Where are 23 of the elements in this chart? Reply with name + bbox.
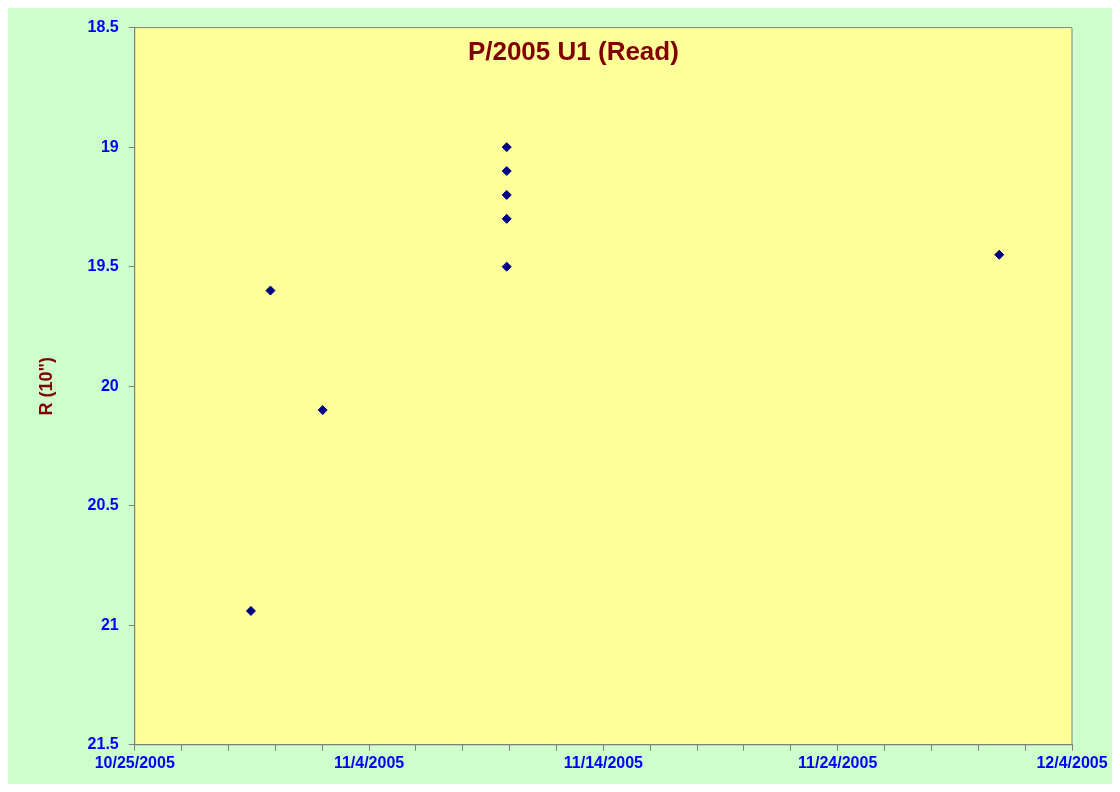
x-tick-label: 12/4/2005 (1036, 753, 1108, 771)
point (501, 189, 512, 200)
y-tick-label: 20 (100, 376, 119, 394)
point (501, 213, 512, 224)
point (265, 285, 276, 296)
point (501, 166, 512, 177)
x-tick-label: 11/14/2005 (563, 753, 644, 771)
point (245, 605, 256, 616)
point (994, 249, 1005, 260)
point (501, 142, 512, 153)
y-tick-label: 19.5 (87, 257, 119, 275)
x-tick-label: 11/4/2005 (333, 753, 405, 771)
point (317, 405, 328, 416)
y-tick-label: 21 (100, 615, 119, 633)
y-tick-label: 19 (100, 137, 119, 155)
y-axis-title: R (10") (35, 356, 56, 416)
y-tick-label: 18.5 (87, 18, 119, 36)
point (501, 261, 512, 272)
x-tick-label: 10/25/2005 (94, 753, 175, 771)
y-tick-label: 21.5 (87, 735, 119, 753)
y-tick-label: 20.5 (87, 496, 119, 514)
chart-title: P/2005 U1 (Read) (467, 35, 679, 66)
x-tick-label: 11/24/2005 (798, 753, 878, 771)
